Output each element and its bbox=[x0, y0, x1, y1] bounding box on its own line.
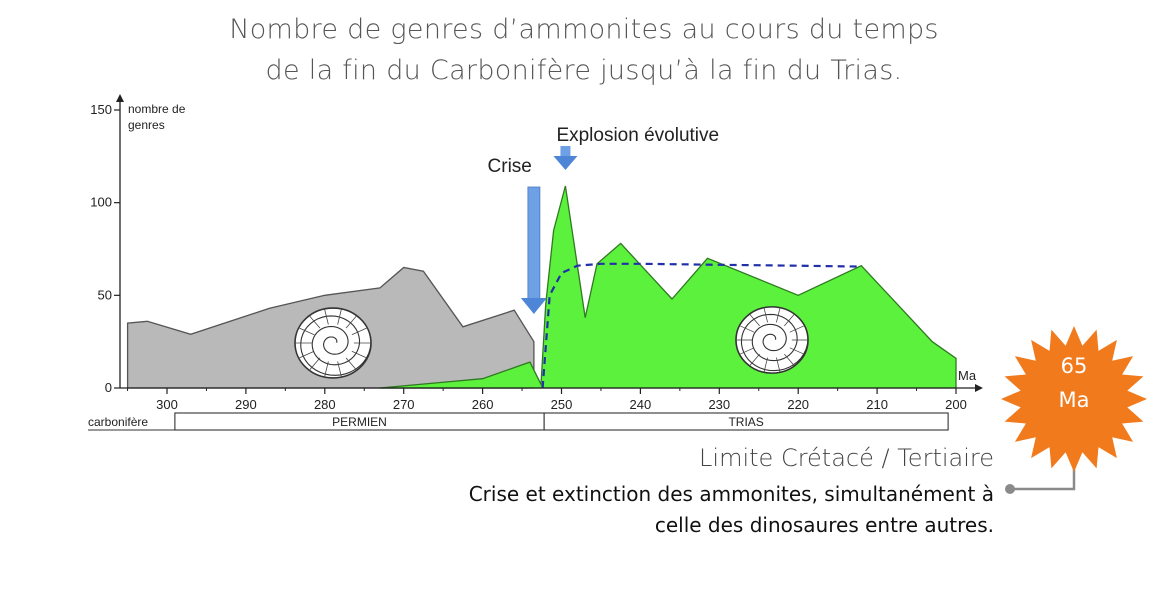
ammonite-triassic-icon-rib bbox=[740, 325, 755, 333]
ammonite-permian-icon-rib bbox=[299, 327, 315, 336]
period-label-1: PERMIEN bbox=[332, 415, 387, 429]
x-tick-label-230: 230 bbox=[708, 397, 730, 412]
y-axis-label-line1: nombre de bbox=[128, 102, 186, 116]
crise-arrow-shaft bbox=[527, 186, 541, 300]
y-axis-arrowhead bbox=[116, 94, 124, 102]
ammonite-permian-icon-rib bbox=[337, 361, 342, 377]
explosion-arrow-head bbox=[553, 156, 578, 170]
chart-title-line2: de la fin du Carbonifère jusqu’à la fin … bbox=[265, 55, 903, 86]
ammonite-triassic-icon-rib bbox=[763, 308, 768, 323]
connector-dot-end bbox=[1005, 484, 1015, 494]
series-area-1 bbox=[379, 185, 957, 389]
series-line-2 bbox=[541, 262, 862, 389]
badge-unit: Ma bbox=[1058, 388, 1090, 412]
x-axis-label: Ma bbox=[958, 368, 977, 383]
x-tick-label-290: 290 bbox=[235, 397, 257, 412]
ammonite-permian-icon-rib bbox=[345, 357, 357, 370]
x-tick-label-250: 250 bbox=[551, 397, 573, 412]
ammonite-permian-icon-rib bbox=[337, 309, 342, 325]
x-tick-label-200: 200 bbox=[945, 397, 967, 412]
ammonite-permian-icon-rib bbox=[324, 361, 329, 377]
ammonite-triassic-icon-rib bbox=[784, 353, 795, 366]
ammonite-permian-icon-rib bbox=[351, 327, 367, 336]
period-box-2 bbox=[543, 412, 949, 431]
period-label-0: carbonifère bbox=[88, 415, 148, 429]
annotation-crise: Crise bbox=[488, 156, 532, 177]
ammonite-triassic-icon-rib bbox=[763, 357, 768, 372]
x-tick-label-280: 280 bbox=[314, 397, 336, 412]
ammonite-triassic-icon-rib bbox=[749, 314, 760, 327]
x-tick-label-270: 270 bbox=[393, 397, 415, 412]
y-axis-label-line2: genres bbox=[128, 118, 165, 132]
note-text-line2: celle des dinosaures entre autres. bbox=[654, 513, 994, 537]
y-tick-label-150: 150 bbox=[90, 102, 112, 117]
y-tick-label-100: 100 bbox=[90, 195, 112, 210]
x-tick-label-240: 240 bbox=[630, 397, 652, 412]
starburst-shape bbox=[1001, 326, 1147, 472]
note-title: Limite Crétacé / Tertiaire bbox=[699, 444, 994, 472]
y-tick-label-0: 0 bbox=[105, 380, 112, 395]
note-text-line1: Crise et extinction des ammonites, simul… bbox=[468, 482, 994, 506]
ammonite-permian-icon-rib bbox=[309, 316, 321, 329]
ammonite-triassic-icon bbox=[735, 306, 809, 374]
ammonite-permian-icon-rib bbox=[299, 350, 315, 359]
x-tick-label-210: 210 bbox=[866, 397, 888, 412]
ammonite-permian-icon bbox=[294, 307, 372, 379]
ammonite-triassic-icon-rib bbox=[789, 325, 804, 333]
ammonite-triassic-icon-rib bbox=[740, 347, 755, 355]
ammonite-triassic-icon-rib bbox=[749, 353, 760, 366]
crise-arrow-head bbox=[520, 298, 547, 314]
period-label-2: TRIAS bbox=[728, 415, 763, 429]
annotation-explosion: Explosion évolutive bbox=[556, 125, 719, 146]
ammonite-permian-icon-rib bbox=[324, 309, 329, 325]
ammonite-triassic-icon-rib bbox=[784, 314, 795, 327]
y-tick-label-50: 50 bbox=[98, 287, 112, 302]
ammonite-triassic-icon-coil bbox=[740, 313, 809, 372]
ammonite-triassic-icon-rib bbox=[776, 357, 781, 372]
chart-title-line1: Nombre de genres d’ammonites au cours du… bbox=[229, 14, 939, 45]
ammonite-triassic-icon-rib bbox=[789, 347, 804, 355]
ammonite-permian-icon-rib bbox=[345, 316, 357, 329]
x-tick-label-260: 260 bbox=[472, 397, 494, 412]
ammonite-triassic-icon-rib bbox=[776, 308, 781, 323]
badge-value: 65 bbox=[1060, 354, 1088, 378]
x-axis-arrowhead bbox=[975, 384, 983, 392]
ammonite-permian-icon-rib bbox=[351, 350, 367, 359]
x-tick-label-300: 300 bbox=[156, 397, 178, 412]
explosion-arrow-shaft bbox=[560, 146, 571, 156]
ammonite-permian-icon-coil bbox=[300, 315, 372, 376]
starburst-badge bbox=[1001, 326, 1147, 472]
x-tick-label-220: 220 bbox=[787, 397, 809, 412]
ammonite-permian-icon-rib bbox=[309, 357, 321, 370]
